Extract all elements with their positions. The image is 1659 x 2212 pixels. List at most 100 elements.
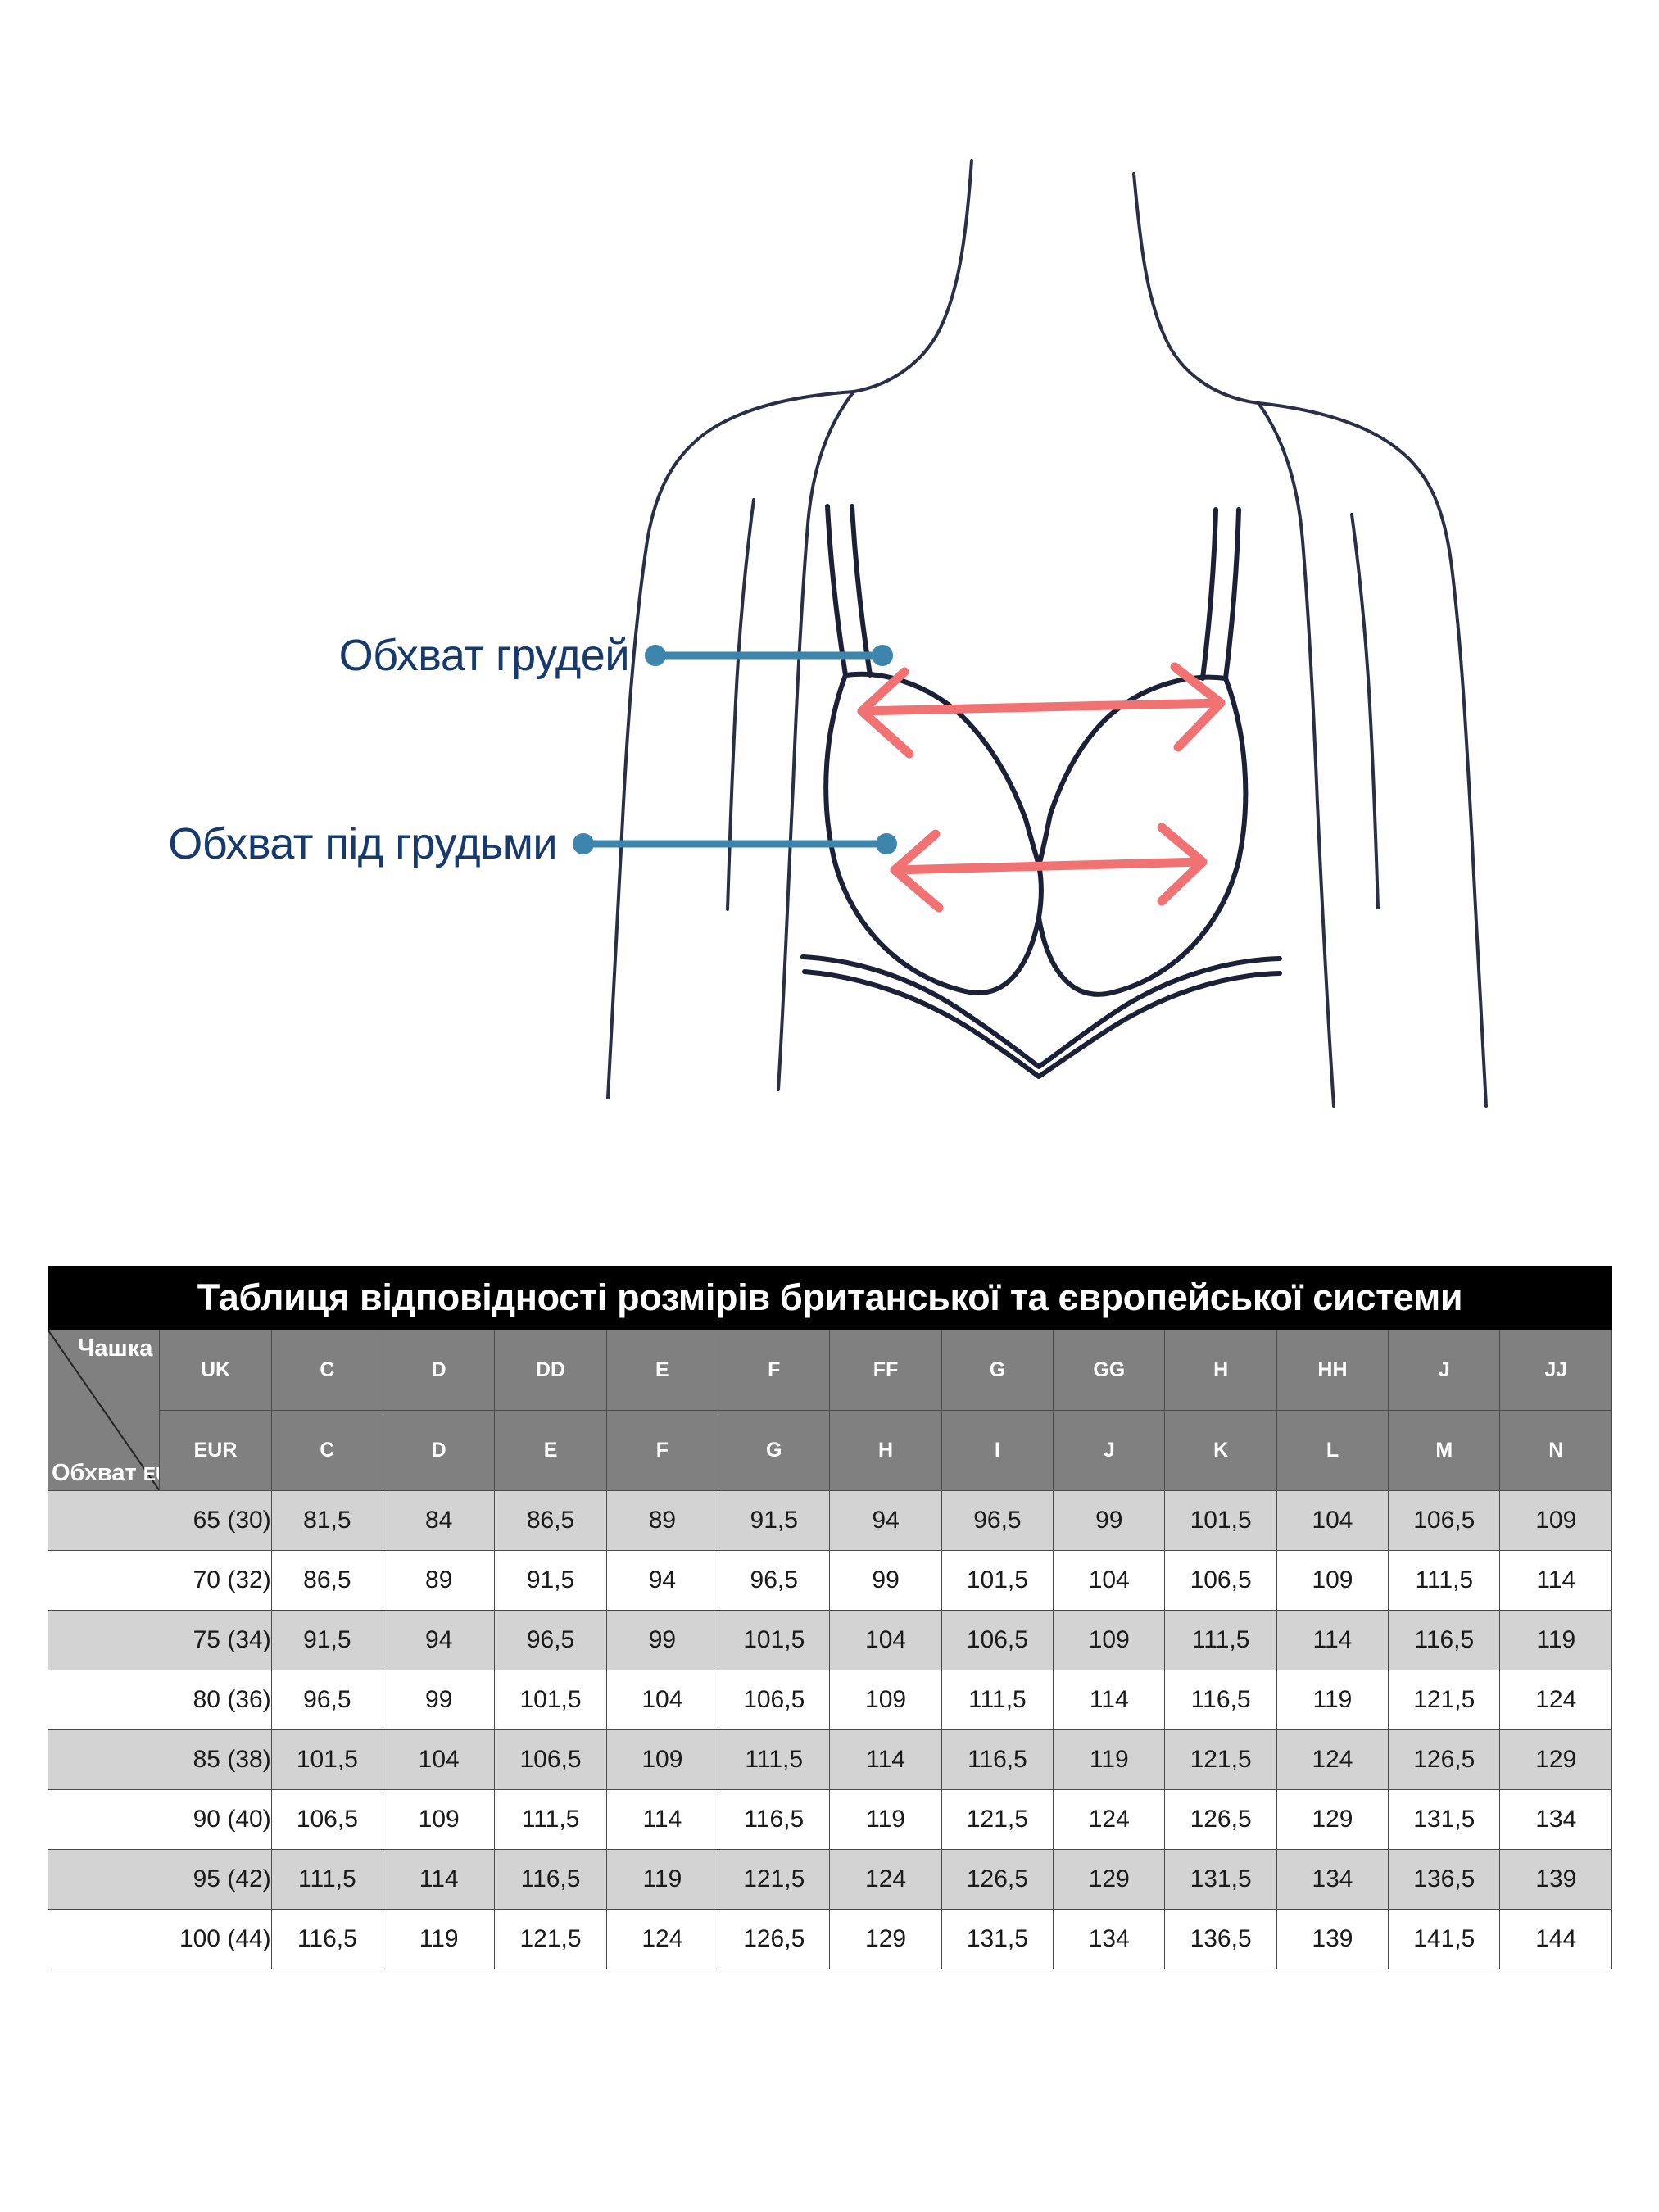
cell: 119 [1499,1610,1612,1670]
cell: 99 [605,1610,719,1670]
cell: 101,5 [941,1550,1054,1611]
corner-bust-sub: EUR(UK) [143,1463,159,1484]
cell: 124 [1053,1789,1166,1850]
cell: 116,5 [1164,1670,1277,1730]
cell: 96,5 [941,1490,1054,1551]
cell: 116,5 [1388,1610,1501,1670]
header-system-uk: UK [159,1330,272,1411]
header-cup-uk-11: JJ [1499,1330,1612,1411]
cell: 111,5 [718,1729,831,1790]
body-outline [606,159,1488,1108]
row-label: 90 (40) [48,1789,272,1850]
cell: 111,5 [1388,1550,1501,1611]
cell: 111,5 [941,1670,1054,1730]
cell: 119 [605,1849,719,1910]
table-row: 70 (32) 86,5 89 91,5 94 96,5 99 101,5 10… [48,1550,1612,1611]
row-label: 70 (32) [48,1550,272,1611]
underbust-arrow [890,823,1208,913]
cell: 99 [829,1550,942,1611]
underbust-leader-line [573,833,897,854]
measurement-illustration: Обхват грудей Обхват під грудьми [168,159,1488,1108]
underbust-label: Обхват під грудьми [168,819,557,868]
table-row: 90 (40) 106,5 109 111,5 114 116,5 119 12… [48,1789,1612,1850]
header-cup-uk-10: J [1388,1330,1501,1411]
cell: 99 [383,1670,496,1730]
row-label: 80 (36) [48,1670,272,1730]
table-title-row: Таблиця відповідності розмірів британськ… [48,1266,1612,1330]
cell: 89 [605,1490,719,1551]
size-conversion-table: Таблиця відповідності розмірів британськ… [47,1266,1612,1969]
cell: 101,5 [718,1610,831,1670]
header-cup-uk-0: C [270,1330,384,1411]
cell: 104 [1276,1490,1389,1551]
row-label: 75 (34) [48,1610,272,1670]
cell: 94 [383,1610,496,1670]
cell: 114 [1499,1550,1612,1611]
cell: 126,5 [1388,1729,1501,1790]
cell: 81,5 [270,1490,384,1551]
cell: 136,5 [1388,1849,1501,1910]
header-row-eur: EUR C D E F G H I J K L M N [48,1410,1612,1491]
cell: 136,5 [1164,1909,1277,1969]
corner-diagonal-divider [48,1330,159,1490]
header-cup-uk-8: H [1164,1330,1277,1411]
cell: 106,5 [1388,1490,1501,1551]
cell: 114 [1276,1610,1389,1670]
cell: 126,5 [1164,1789,1277,1850]
cell: 129 [1276,1789,1389,1850]
cell: 96,5 [718,1550,831,1611]
cell: 124 [1276,1729,1389,1790]
cell: 119 [829,1789,942,1850]
bra-outline [800,504,1282,1079]
cell: 109 [829,1670,942,1730]
cell: 121,5 [494,1909,607,1969]
cell: 131,5 [1388,1789,1501,1850]
header-cup-uk-1: D [383,1330,496,1411]
header-cup-eur-6: I [941,1410,1054,1491]
cell: 114 [605,1789,719,1850]
cell: 141,5 [1388,1909,1501,1969]
cell: 134 [1499,1789,1612,1850]
cell: 104 [829,1610,942,1670]
table-row: 100 (44) 116,5 119 121,5 124 126,5 129 1… [48,1909,1612,1969]
cell: 124 [829,1849,942,1910]
cell: 126,5 [941,1849,1054,1910]
cell: 106,5 [1164,1550,1277,1611]
header-cup-uk-3: E [605,1330,719,1411]
cell: 144 [1499,1909,1612,1969]
header-cup-eur-5: H [829,1410,942,1491]
header-cup-eur-11: N [1499,1410,1612,1491]
cell: 91,5 [270,1610,384,1670]
cell: 121,5 [1164,1729,1277,1790]
cell: 116,5 [718,1789,831,1850]
cell: 96,5 [270,1670,384,1730]
cell: 116,5 [494,1849,607,1910]
cell: 84 [383,1490,496,1551]
cell: 104 [383,1729,496,1790]
row-label: 85 (38) [48,1729,272,1790]
header-cup-uk-4: F [718,1330,831,1411]
header-cup-eur-9: L [1276,1410,1389,1491]
table-row: 85 (38) 101,5 104 106,5 109 111,5 114 11… [48,1729,1612,1790]
cell: 126,5 [718,1909,831,1969]
cell: 114 [1053,1670,1166,1730]
cell: 129 [829,1909,942,1969]
cell: 116,5 [941,1729,1054,1790]
cell: 86,5 [494,1490,607,1551]
header-cup-eur-7: J [1053,1410,1166,1491]
corner-bust-label: Обхват EUR(UK) [52,1460,159,1487]
table-row: 75 (34) 91,5 94 96,5 99 101,5 104 106,5 … [48,1610,1612,1670]
bust-label: Обхват грудей [339,631,629,680]
cell: 124 [605,1909,719,1969]
cell: 111,5 [1164,1610,1277,1670]
header-cup-uk-5: FF [829,1330,942,1411]
cell: 119 [383,1909,496,1969]
table-row: 65 (30) 81,5 84 86,5 89 91,5 94 96,5 99 … [48,1490,1612,1551]
header-row-uk: Чашка Обхват EUR(UK) UK C D DD E F FF G … [47,1330,1612,1491]
cell: 121,5 [941,1789,1054,1850]
bust-arrow [857,662,1226,759]
header-cup-eur-0: C [270,1410,384,1491]
corner-bust-main: Обхват [52,1460,143,1486]
table-title: Таблиця відповідності розмірів британськ… [48,1266,1612,1330]
bust-leader-line [645,645,893,666]
